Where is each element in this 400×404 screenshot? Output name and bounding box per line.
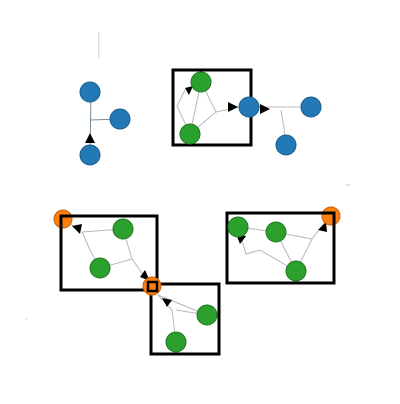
green-node[interactable] bbox=[179, 123, 201, 145]
blue-node[interactable] bbox=[238, 96, 260, 118]
green-node[interactable] bbox=[285, 260, 307, 282]
box-overlays bbox=[59, 211, 336, 235]
blue-group-right bbox=[238, 96, 322, 156]
faint-mark bbox=[25, 318, 28, 320]
blue-node[interactable] bbox=[300, 96, 322, 118]
arrow-head bbox=[260, 104, 270, 114]
green-node[interactable] bbox=[190, 71, 212, 93]
blue-group-left bbox=[79, 81, 131, 166]
faint-marks bbox=[25, 32, 350, 320]
cluster-mid-left bbox=[59, 214, 159, 292]
orange-node[interactable] bbox=[53, 209, 73, 229]
green-node[interactable] bbox=[89, 257, 111, 279]
arrow-head bbox=[228, 102, 238, 112]
cluster-box[interactable] bbox=[59, 214, 159, 292]
orange-node[interactable] bbox=[142, 276, 162, 296]
green-node[interactable] bbox=[227, 216, 249, 238]
blue-node[interactable] bbox=[79, 144, 101, 166]
cluster-box-corner bbox=[315, 211, 336, 232]
cluster-box-corner bbox=[59, 214, 80, 235]
green-node[interactable] bbox=[112, 218, 134, 240]
edge bbox=[157, 294, 177, 343]
orange-node-marker bbox=[146, 280, 159, 293]
cluster-bottom-center bbox=[149, 282, 221, 356]
cluster-top-center bbox=[171, 68, 253, 147]
orange-node[interactable] bbox=[321, 206, 341, 226]
arrow-head bbox=[185, 86, 193, 95]
blue-node[interactable] bbox=[79, 81, 101, 103]
blue-node[interactable] bbox=[109, 108, 131, 130]
faint-mark bbox=[346, 184, 350, 186]
cluster-box[interactable] bbox=[149, 282, 221, 356]
cluster-mid-right bbox=[225, 211, 336, 285]
arrow-head bbox=[318, 222, 327, 232]
green-node[interactable] bbox=[196, 304, 218, 326]
edge bbox=[89, 92, 92, 155]
green-node[interactable] bbox=[265, 221, 287, 243]
arrow-head bbox=[72, 224, 82, 234]
arrow-head bbox=[162, 298, 172, 307]
blue-node[interactable] bbox=[275, 134, 297, 156]
green-node[interactable] bbox=[165, 331, 187, 353]
faint-mark bbox=[98, 32, 100, 58]
arrow-head bbox=[85, 133, 95, 143]
cluster-box[interactable] bbox=[225, 211, 336, 285]
